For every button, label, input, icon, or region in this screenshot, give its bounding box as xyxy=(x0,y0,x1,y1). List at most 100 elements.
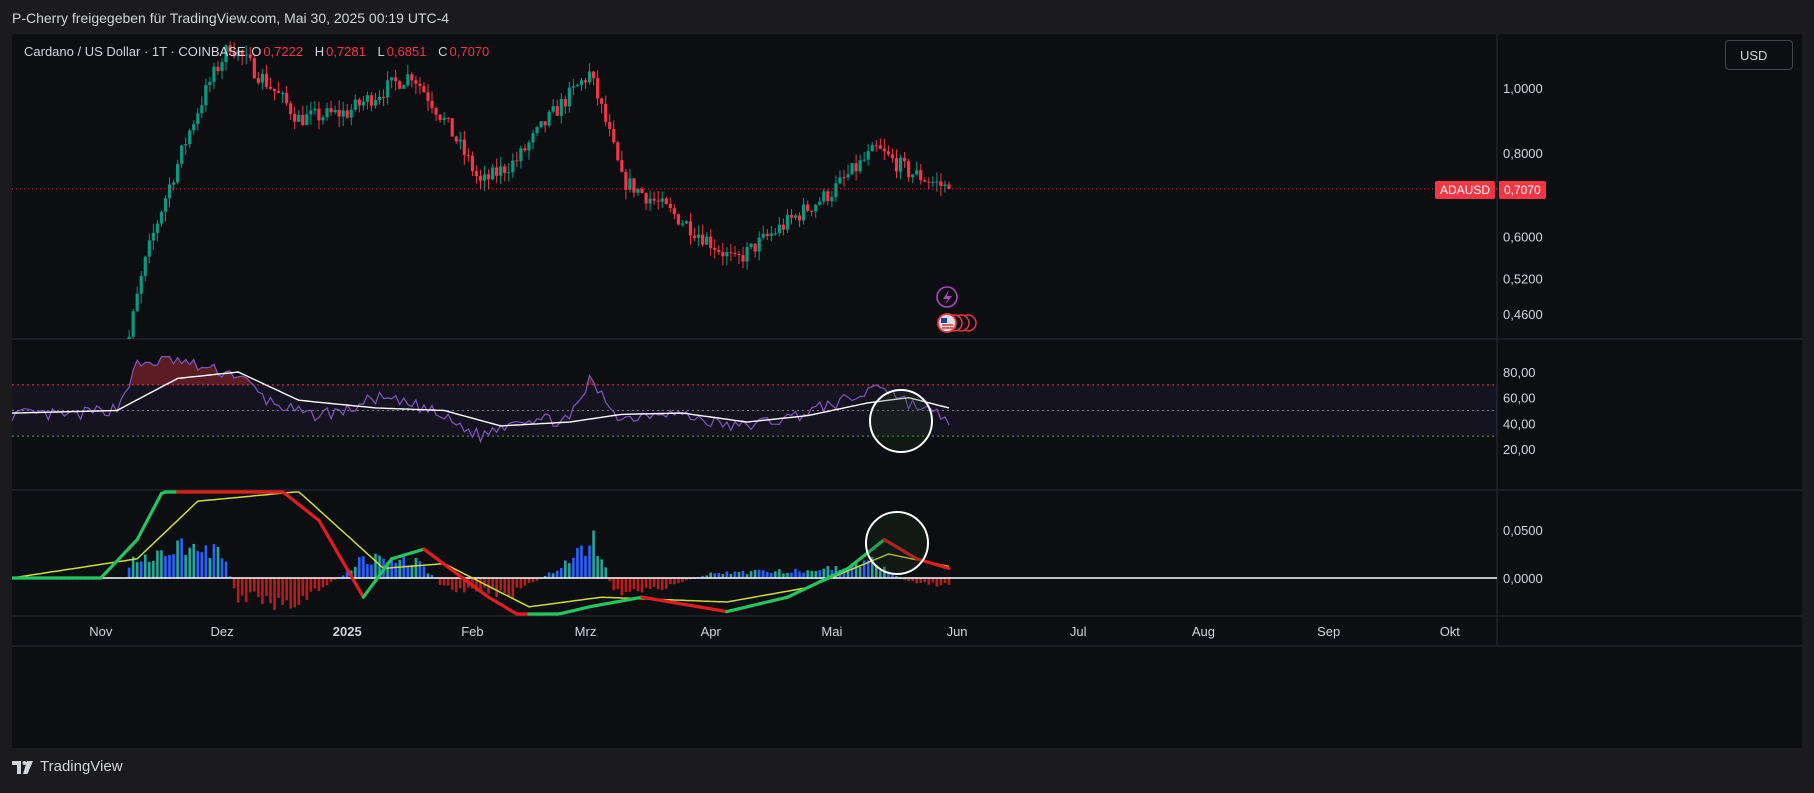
macd-histogram-bar xyxy=(875,565,878,578)
candle-body xyxy=(765,233,769,236)
candle-body xyxy=(911,174,915,178)
price-axis[interactable] xyxy=(1497,34,1802,646)
macd-histogram-bar xyxy=(673,578,676,585)
macd-histogram-bar xyxy=(426,573,430,578)
candle-body xyxy=(143,256,147,276)
candle-body xyxy=(858,160,862,172)
macd-histogram-bar xyxy=(212,544,216,578)
macd-histogram-bar xyxy=(757,569,761,578)
tradingview-logo-icon xyxy=(12,760,33,774)
candle-body xyxy=(806,204,810,211)
us-flag-event-icon[interactable] xyxy=(937,313,977,333)
macd-histogram-bar xyxy=(733,571,737,578)
brand-label: TradingView xyxy=(40,758,123,775)
candle-body xyxy=(325,108,329,118)
candle-body xyxy=(923,180,927,182)
candle-body xyxy=(240,50,244,56)
time-axis[interactable] xyxy=(12,616,1497,646)
candle-body xyxy=(854,163,858,172)
candle-body xyxy=(551,106,555,112)
tradingview-brand[interactable]: TradingView xyxy=(12,758,123,775)
candle-body xyxy=(313,108,317,111)
macd-histogram-bar xyxy=(196,551,200,578)
candle-body xyxy=(596,78,600,99)
time-tick-label: Dez xyxy=(210,624,233,639)
candle-body xyxy=(180,145,184,164)
candle-body xyxy=(834,183,838,198)
chart-area[interactable]: 1,0000 0,8000 0,6000 0,5200 0,4600 Nov Dez 2025… xyxy=(10,34,1802,748)
macd-histogram-bar xyxy=(580,545,583,578)
lightning-event-icon[interactable] xyxy=(936,286,958,308)
candle-body xyxy=(212,66,216,82)
candle-body xyxy=(442,117,446,120)
candle-body xyxy=(729,252,733,254)
bottom-bar: TradingView xyxy=(0,748,1814,793)
candle-body xyxy=(232,52,236,57)
legend-close-value: 0,7070 xyxy=(449,44,490,59)
chart-svg[interactable]: 1,0000 0,8000 0,6000 0,5200 0,4600 Nov Dez 2025… xyxy=(10,34,1802,748)
candle-body xyxy=(204,85,208,106)
rsi-pane[interactable] xyxy=(12,339,1497,490)
macd-histogram-bar xyxy=(685,578,688,581)
rsi-tick-label: 80,00 xyxy=(1503,365,1536,380)
candle-body xyxy=(539,121,543,128)
rsi-tick-label: 40,00 xyxy=(1503,416,1536,431)
candle-body xyxy=(167,184,172,199)
candle-body xyxy=(268,86,273,89)
candle-body xyxy=(688,221,693,236)
candle-body xyxy=(749,243,753,247)
candle-body xyxy=(482,174,487,181)
macd-histogram-bar xyxy=(168,554,171,578)
candle-body xyxy=(886,151,891,155)
candle-body xyxy=(781,224,786,230)
candle-body xyxy=(430,100,434,109)
macd-histogram-bar xyxy=(862,560,866,578)
macd-histogram-bar xyxy=(192,543,196,578)
price-pane[interactable] xyxy=(12,34,1497,339)
candle-body xyxy=(874,145,878,147)
axes-layer: 1,0000 0,8000 0,6000 0,5200 0,4600 Nov Dez 2025… xyxy=(89,81,1542,639)
candle-body xyxy=(531,133,535,143)
macd-histogram-bar xyxy=(588,545,591,578)
candle-body xyxy=(898,157,903,172)
macd-histogram-bar xyxy=(139,561,143,578)
macd-histogram-bar xyxy=(414,557,418,578)
macd-histogram-bar xyxy=(483,578,486,588)
macd-histogram-bar xyxy=(608,578,612,582)
macd-histogram-bar xyxy=(895,576,898,578)
candle-body xyxy=(301,114,305,126)
macd-histogram-bar xyxy=(778,569,781,578)
macd-histogram-bar xyxy=(604,567,608,578)
candle-body xyxy=(830,197,834,202)
candle-body xyxy=(478,175,483,181)
time-tick-label: 2025 xyxy=(333,624,362,639)
legend-high-value: 0,7281 xyxy=(326,44,366,59)
macd-histogram-bar xyxy=(289,578,292,609)
candle-body xyxy=(810,210,814,212)
macd-histogram-bar xyxy=(148,561,151,578)
candle-body xyxy=(507,172,511,174)
macd-histogram-bar xyxy=(786,572,789,578)
candle-body xyxy=(285,92,289,104)
candle-body xyxy=(377,97,382,101)
macd-histogram-bar xyxy=(850,563,854,578)
macd-histogram-bar xyxy=(362,556,365,578)
candle-body xyxy=(789,214,794,218)
candle-body xyxy=(321,117,325,121)
candle-body xyxy=(369,95,374,106)
candle-body xyxy=(935,181,939,183)
macd-histogram-bar xyxy=(931,578,935,583)
candle-body xyxy=(139,275,143,294)
currency-button[interactable]: USD xyxy=(1725,40,1793,70)
macd-histogram-bar xyxy=(737,572,741,578)
macd-histogram-bar xyxy=(313,578,317,589)
macd-histogram-bar xyxy=(463,578,466,593)
candle-body xyxy=(317,108,321,121)
candle-body xyxy=(587,71,592,83)
candle-body xyxy=(814,204,818,212)
candle-body xyxy=(559,99,563,116)
macd-histogram-bar xyxy=(774,571,777,578)
macd-histogram-bar xyxy=(741,570,745,578)
candle-body xyxy=(244,54,248,56)
macd-histogram-bar xyxy=(172,554,175,578)
